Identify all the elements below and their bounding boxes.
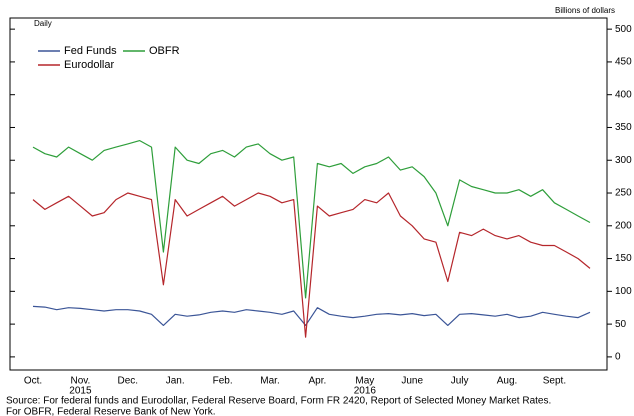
y-tick-label: 450	[615, 57, 632, 68]
series-line	[32, 305, 591, 326]
source-note: Source: For federal funds and Eurodollar…	[6, 396, 551, 407]
y-tick-label: 150	[615, 253, 632, 264]
y-tick-label: 0	[615, 352, 621, 363]
series-line	[32, 140, 591, 299]
y-tick-label: 50	[615, 319, 627, 330]
y-tick-label: 300	[615, 155, 632, 166]
year-label: 2015	[69, 386, 92, 397]
x-tick-label: Dec.	[118, 376, 139, 387]
y-tick-label: 400	[615, 89, 632, 100]
frequency-label: Daily	[34, 19, 52, 28]
x-tick-label: June	[401, 376, 423, 387]
y-tick-label: 500	[615, 24, 632, 35]
year-label: 2016	[354, 386, 377, 397]
x-tick-label: Aug.	[497, 376, 518, 387]
plot-frame	[9, 17, 608, 371]
series-line	[32, 192, 591, 338]
x-tick-label: Sept.	[543, 376, 566, 387]
x-tick-label: Feb.	[213, 376, 233, 387]
x-tick-label: Apr.	[309, 376, 327, 387]
x-tick-label: May	[355, 376, 374, 387]
y-tick-label: 100	[615, 286, 632, 297]
x-tick-label: Mar.	[260, 376, 279, 387]
y-tick-label: 250	[615, 188, 632, 199]
y-tick-label: 200	[615, 220, 632, 231]
y-tick-label: 350	[615, 122, 632, 133]
x-tick-label: Oct.	[24, 376, 42, 387]
legend-label: OBFR	[149, 45, 180, 57]
x-tick-label: Nov.	[70, 376, 90, 387]
legend-label: Fed Funds	[64, 45, 117, 57]
x-tick-label: July	[451, 376, 469, 387]
axis-unit-label: Billions of dollars	[555, 6, 615, 15]
x-tick-label: Jan.	[166, 376, 185, 387]
legend-label: Eurodollar	[64, 59, 114, 71]
source-note: For OBFR, Federal Reserve Bank of New Yo…	[6, 407, 216, 416]
